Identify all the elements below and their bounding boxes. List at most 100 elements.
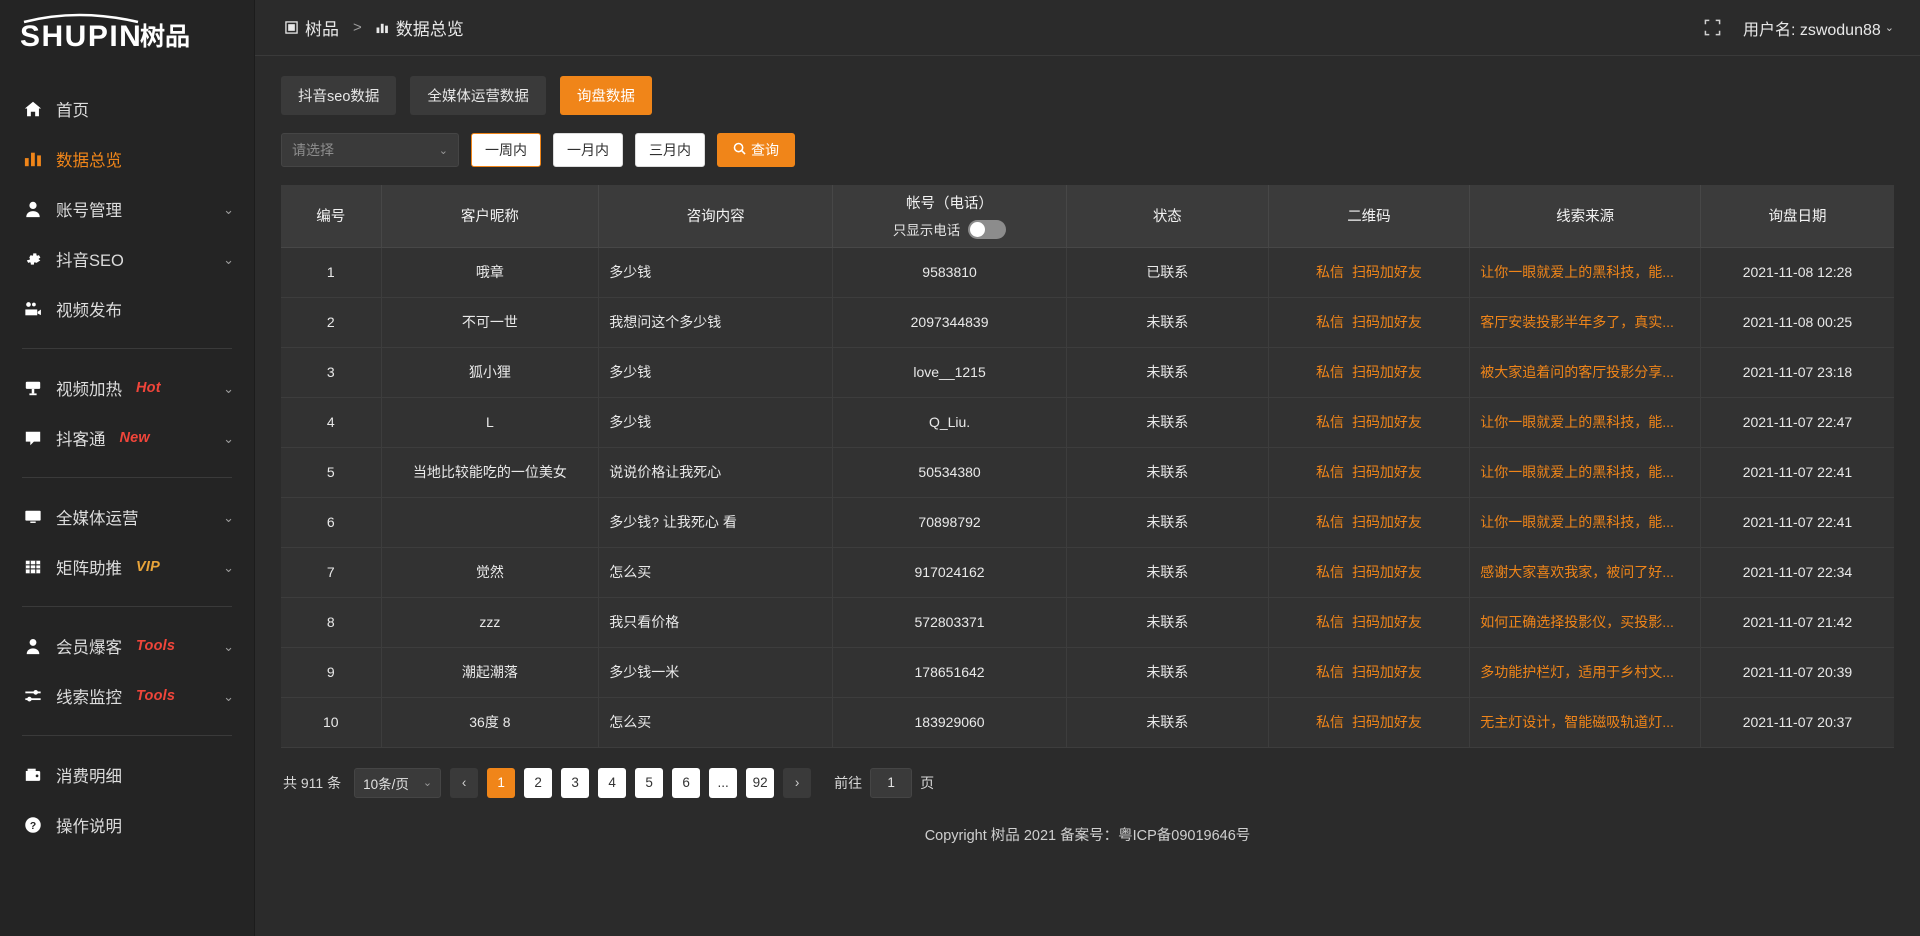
cell-status: 未联系 xyxy=(1066,597,1269,648)
lead-source-link[interactable]: 让你一眼就爱上的黑科技，能... xyxy=(1480,414,1674,430)
scan-add-friend-link[interactable]: 扫码加好友 xyxy=(1351,314,1422,330)
lead-source-link[interactable]: 如何正确选择投影仪，买投影... xyxy=(1480,614,1674,630)
page-button-4[interactable]: 4 xyxy=(598,767,627,798)
tab-omnimedia-ops-data[interactable]: 全媒体运营数据 xyxy=(410,76,546,115)
next-page-button[interactable]: › xyxy=(783,767,812,798)
brand-logo[interactable]: SHUPIN 树品 xyxy=(0,0,254,62)
table-row: 9 潮起潮落 多少钱一米 178651642 未联系 私信 扫码加好友 多功能护栏灯，适用于乡… xyxy=(281,647,1894,698)
cell-account: 917024162 xyxy=(832,547,1067,598)
sidebar-item-instructions[interactable]: ? 操作说明 xyxy=(0,800,254,850)
cell-status: 未联系 xyxy=(1066,647,1269,698)
scan-add-friend-link[interactable]: 扫码加好友 xyxy=(1351,364,1422,380)
sidebar-item-label: 消费明细 xyxy=(56,768,122,786)
pagination: 共 911 条 10条/页 ⌄ ‹ 1 2 3 4 5 6 ... 92 › 前… xyxy=(281,748,1894,798)
page-button-1[interactable]: 1 xyxy=(487,767,516,798)
lead-source-link[interactable]: 让你一眼就爱上的黑科技，能... xyxy=(1480,514,1674,530)
scan-add-friend-link[interactable]: 扫码加好友 xyxy=(1351,264,1422,280)
sidebar-item-label: 视频加热 xyxy=(56,381,122,399)
lead-source-link[interactable]: 客厅安装投影半年多了，真实... xyxy=(1480,314,1674,330)
private-message-link[interactable]: 私信 xyxy=(1315,514,1344,530)
scan-add-friend-link[interactable]: 扫码加好友 xyxy=(1351,564,1422,580)
cell-date: 2021-11-07 22:34 xyxy=(1700,547,1894,598)
cell-qrcode: 私信 扫码加好友 xyxy=(1268,447,1471,498)
lead-source-link[interactable]: 感谢大家喜欢我家，被问了好... xyxy=(1480,564,1674,580)
lead-source-link[interactable]: 无主灯设计，智能磁吸轨道灯... xyxy=(1480,714,1674,730)
tab-inquiry-data[interactable]: 询盘数据 xyxy=(559,76,652,115)
table-row: 7 觉然 怎么买 917024162 未联系 私信 扫码加好友 感谢大家喜欢我家，被问了好..… xyxy=(281,547,1894,598)
lead-source-link[interactable]: 让你一眼就爱上的黑科技，能... xyxy=(1480,264,1674,280)
sliders-icon xyxy=(22,685,44,707)
sidebar-item-lead-monitor[interactable]: 线索监控 Tools ⌄ xyxy=(0,671,254,721)
sidebar-item-label: 数据总览 xyxy=(56,152,122,170)
scan-add-friend-link[interactable]: 扫码加好友 xyxy=(1351,414,1422,430)
private-message-link[interactable]: 私信 xyxy=(1315,664,1344,680)
tab-douyin-seo-data[interactable]: 抖音seo数据 xyxy=(281,76,397,115)
scan-add-friend-link[interactable]: 扫码加好友 xyxy=(1351,714,1422,730)
table-row: 6 多少钱? 让我死心 看 70898792 未联系 私信 扫码加好友 让你一眼就爱上的黑科… xyxy=(281,497,1894,548)
query-button[interactable]: 查询 xyxy=(717,133,795,167)
range-three-months-button[interactable]: 三月内 xyxy=(635,133,705,167)
breadcrumb-current[interactable]: 数据总览 xyxy=(376,15,464,40)
private-message-link[interactable]: 私信 xyxy=(1315,264,1344,280)
cell-content: 多少钱 xyxy=(598,347,834,398)
private-message-link[interactable]: 私信 xyxy=(1315,614,1344,630)
private-message-link[interactable]: 私信 xyxy=(1315,464,1344,480)
cell-account: 50534380 xyxy=(832,447,1067,498)
user-menu[interactable]: 用户名: zswodun88 ⌄ xyxy=(1743,16,1894,40)
prev-page-button[interactable]: ‹ xyxy=(450,767,479,798)
page-button-2[interactable]: 2 xyxy=(524,767,553,798)
private-message-link[interactable]: 私信 xyxy=(1315,364,1344,380)
cell-qrcode: 私信 扫码加好友 xyxy=(1268,697,1471,748)
col-index: 编号 xyxy=(281,185,382,248)
cell-content: 怎么买 xyxy=(598,697,834,748)
sidebar-item-video-publish[interactable]: 视频发布 xyxy=(0,284,254,334)
page-button-92[interactable]: 92 xyxy=(746,767,775,798)
sidebar-item-consumption-detail[interactable]: 消费明细 xyxy=(0,750,254,800)
cell-index: 8 xyxy=(281,597,382,648)
page-ellipsis[interactable]: ... xyxy=(709,767,738,798)
sidebar-item-douyin-seo[interactable]: 抖音SEO ⌄ xyxy=(0,234,254,284)
range-one-week-button[interactable]: 一周内 xyxy=(471,133,541,167)
lead-source-link[interactable]: 被大家追着问的客厅投影分享... xyxy=(1480,364,1674,380)
sidebar-item-video-boost[interactable]: 视频加热 Hot ⌄ xyxy=(0,363,254,413)
breadcrumb-root[interactable]: 树品 xyxy=(285,15,339,40)
sidebar-item-member-boost[interactable]: 会员爆客 Tools ⌄ xyxy=(0,621,254,671)
total-count-label: 共 911 条 xyxy=(283,774,342,791)
sidebar-item-home[interactable]: 首页 xyxy=(0,84,254,134)
page-button-3[interactable]: 3 xyxy=(561,767,590,798)
scan-add-friend-link[interactable]: 扫码加好友 xyxy=(1351,664,1422,680)
cell-status: 未联系 xyxy=(1066,347,1269,398)
page-button-6[interactable]: 6 xyxy=(672,767,701,798)
sidebar-item-account-management[interactable]: 账号管理 ⌄ xyxy=(0,184,254,234)
sidebar-item-label: 视频发布 xyxy=(56,302,122,320)
breadcrumb: 树品 > 数据总览 xyxy=(285,15,464,40)
inquiry-table-card: 编号 客户昵称 咨询内容 帐号（电话） 只显示电话 xyxy=(281,185,1894,748)
col-account: 帐号（电话） 只显示电话 xyxy=(832,185,1067,248)
scan-add-friend-link[interactable]: 扫码加好友 xyxy=(1351,464,1422,480)
cell-content: 多少钱 xyxy=(598,397,834,448)
sidebar-item-data-overview[interactable]: 数据总览 xyxy=(0,134,254,184)
sidebar-item-matrix-boost[interactable]: 矩阵助推 VIP ⌄ xyxy=(0,542,254,592)
page-jump-input[interactable] xyxy=(870,767,913,798)
range-one-month-button[interactable]: 一月内 xyxy=(553,133,623,167)
private-message-link[interactable]: 私信 xyxy=(1315,714,1344,730)
sidebar-item-douketong[interactable]: 抖客通 New ⌄ xyxy=(0,413,254,463)
page-size-select[interactable]: 10条/页 ⌄ xyxy=(354,767,442,798)
private-message-link[interactable]: 私信 xyxy=(1315,414,1344,430)
phone-only-toggle[interactable] xyxy=(968,219,1007,239)
account-select-placeholder: 请选择 xyxy=(292,142,334,158)
account-select[interactable]: 请选择 ⌄ xyxy=(281,133,459,167)
fullscreen-icon[interactable] xyxy=(1704,19,1721,36)
page-button-5[interactable]: 5 xyxy=(635,767,664,798)
scan-add-friend-link[interactable]: 扫码加好友 xyxy=(1351,514,1422,530)
private-message-link[interactable]: 私信 xyxy=(1315,564,1344,580)
sidebar-item-omnimedia-ops[interactable]: 全媒体运营 ⌄ xyxy=(0,492,254,542)
private-message-link[interactable]: 私信 xyxy=(1315,314,1344,330)
lead-source-link[interactable]: 多功能护栏灯，适用于乡村文... xyxy=(1480,664,1674,680)
video-camera-icon xyxy=(22,298,44,320)
scan-add-friend-link[interactable]: 扫码加好友 xyxy=(1351,614,1422,630)
search-icon xyxy=(733,142,746,158)
lead-source-link[interactable]: 让你一眼就爱上的黑科技，能... xyxy=(1480,464,1674,480)
table-row: 5 当地比较能吃的一位美女 说说价格让我死心 50534380 未联系 私信 扫码加好友 让你… xyxy=(281,447,1894,498)
